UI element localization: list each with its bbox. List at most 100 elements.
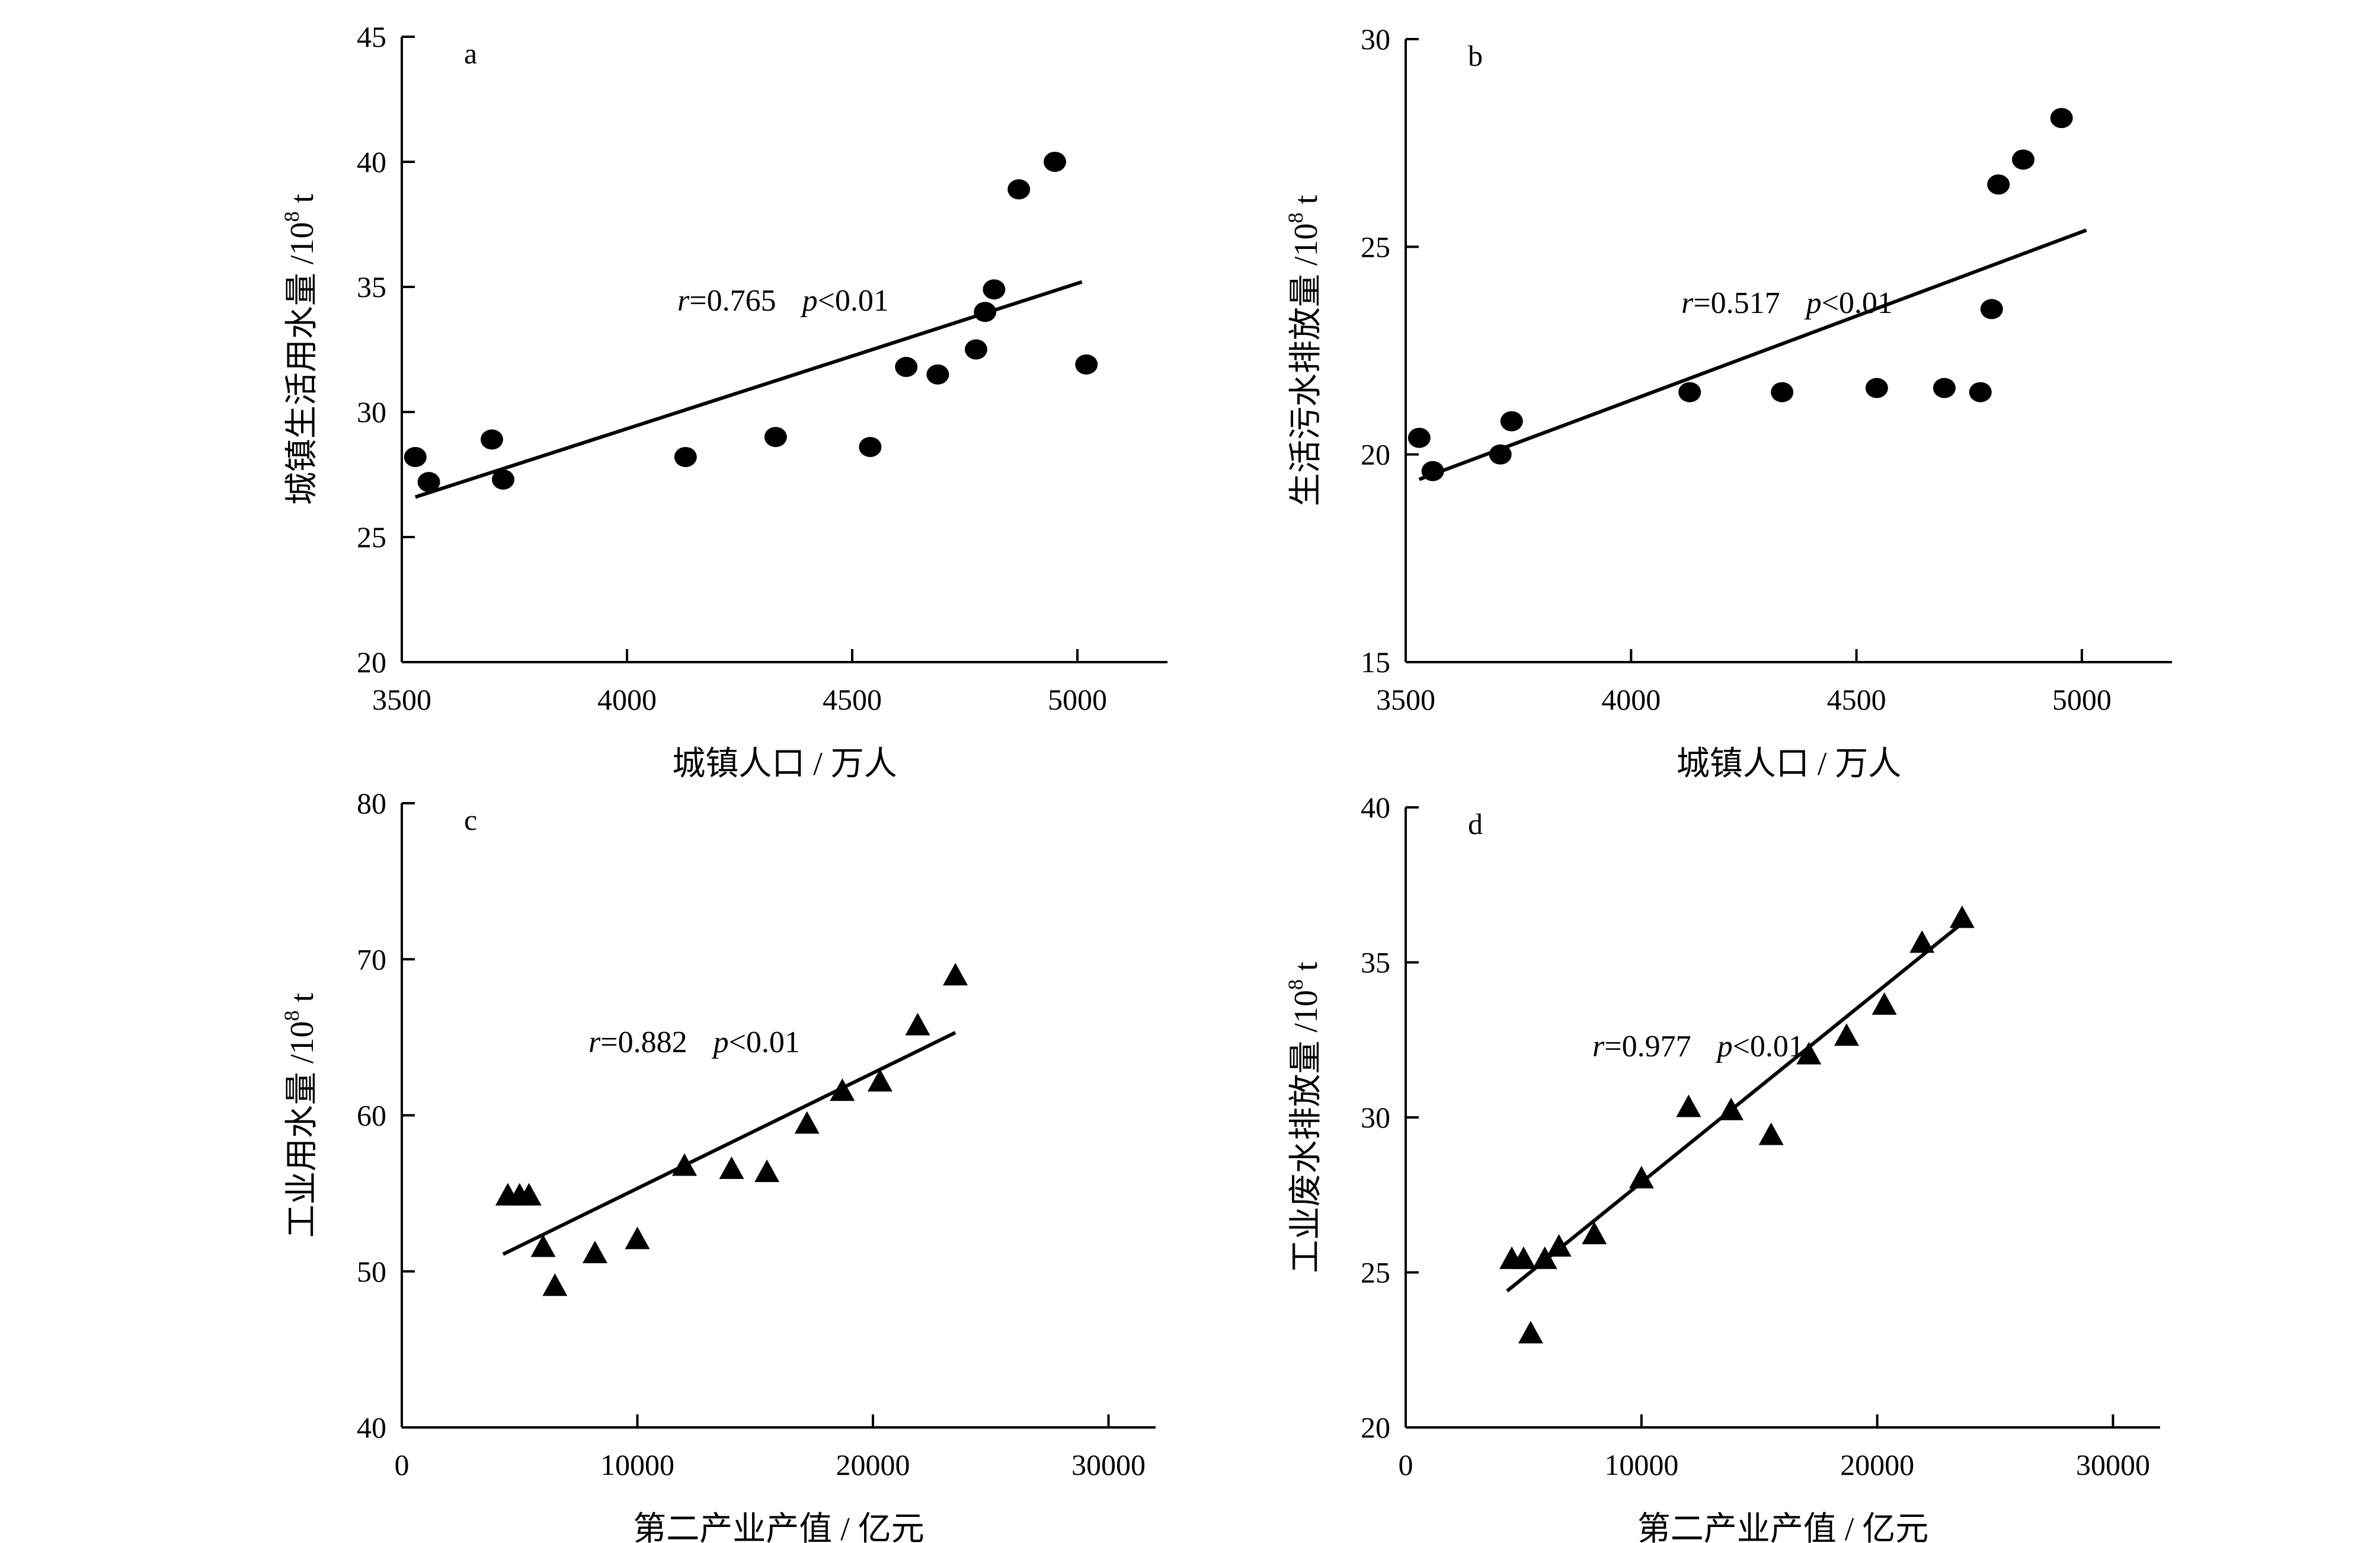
- panel-b: 15 20 25 30 3500 4000 4500 5000 城镇人口 / 万人 生活污水排放量…: [1284, 23, 2172, 782]
- panel-c: 40 50 60 70 80 0 10000 20000 30000 第二产业产值 / 亿元 工业用…: [280, 787, 1156, 1543]
- x-tick-label: 4000: [597, 683, 657, 716]
- y-tick-label: 25: [1361, 1256, 1390, 1289]
- r-symbol: r: [677, 284, 690, 318]
- p-symbol: p: [800, 284, 818, 318]
- p-value: <0.01: [1822, 286, 1893, 320]
- data-point: [1582, 1221, 1607, 1244]
- y-axis-title-unit: t: [284, 993, 321, 1011]
- r-value: =0.517: [1693, 286, 1780, 320]
- x-tick-label: 0: [1399, 1448, 1413, 1481]
- r-symbol: r: [1592, 1030, 1605, 1063]
- x-axis-title: 城镇人口 / 万人: [1677, 746, 1902, 782]
- data-point: [1980, 299, 2003, 320]
- panel-label: c: [464, 803, 477, 836]
- data-point: [1518, 1321, 1543, 1344]
- data-point: [1511, 1246, 1536, 1269]
- data-point: [404, 446, 427, 467]
- regression-line: [414, 280, 1083, 499]
- y-axis-title-exponent: 8: [280, 212, 303, 222]
- data-point: [1629, 1165, 1654, 1189]
- p-value: <0.01: [818, 284, 889, 318]
- data-point: [2012, 149, 2035, 170]
- p-symbol: p: [711, 1026, 729, 1059]
- data-point: [1796, 1042, 1822, 1065]
- data-point: [1044, 152, 1066, 172]
- y-tick-label: 20: [357, 646, 386, 679]
- data-point: [764, 427, 787, 448]
- data-point: [1532, 1246, 1557, 1269]
- data-point: [943, 963, 968, 986]
- y-tick-label: 60: [357, 1099, 386, 1132]
- data-point: [983, 279, 1006, 300]
- r-value: =0.882: [600, 1026, 687, 1059]
- data-point: [1771, 382, 1794, 402]
- p-symbol: p: [1715, 1030, 1733, 1063]
- r-symbol: r: [1681, 286, 1694, 320]
- r-value: =0.977: [1604, 1030, 1691, 1063]
- y-tick-label: 45: [357, 20, 386, 53]
- data-point: [582, 1240, 607, 1263]
- y-axis-title-exponent: 8: [280, 1011, 303, 1021]
- panel-label: a: [464, 37, 477, 70]
- y-axis-title-exponent: 8: [1284, 979, 1307, 990]
- data-point: [754, 1159, 780, 1183]
- correlation-annotation: r=0.517 p<0.01: [1681, 286, 1893, 320]
- y-tick-label: 40: [357, 145, 386, 178]
- data-point: [895, 357, 918, 378]
- x-tick-label: 10000: [600, 1448, 674, 1481]
- data-point: [530, 1234, 556, 1257]
- data-point: [1407, 427, 1431, 448]
- data-point: [1075, 354, 1098, 375]
- y-tick-label: 25: [1361, 230, 1390, 263]
- data-point: [492, 469, 514, 490]
- y-axis-title-main: 工业废水排放量 /10: [1288, 990, 1325, 1273]
- x-tick-label: 30000: [2076, 1448, 2150, 1481]
- data-point: [1421, 461, 1444, 481]
- data-point: [859, 437, 882, 458]
- r-value: =0.765: [689, 284, 776, 318]
- data-point: [2050, 108, 2073, 129]
- data-point: [1489, 444, 1512, 465]
- panel-d: 20 25 30 35 40 0 10000 20000 30000 第二产业产值 / 亿元 工业废…: [1284, 791, 2160, 1543]
- y-axis-title-unit: t: [284, 194, 321, 212]
- data-point: [974, 302, 997, 322]
- data-point: [830, 1078, 855, 1101]
- data-point: [719, 1156, 744, 1179]
- y-tick-label: 50: [357, 1255, 386, 1288]
- r-symbol: r: [588, 1026, 601, 1059]
- data-point: [516, 1183, 542, 1206]
- regression-line: [1418, 228, 2087, 481]
- x-tick-label: 10000: [1604, 1448, 1678, 1481]
- x-axis-title: 城镇人口 / 万人: [672, 746, 897, 782]
- y-tick-label: 80: [357, 787, 386, 820]
- data-point: [867, 1069, 892, 1092]
- data-point: [1758, 1122, 1784, 1145]
- x-tick-label: 20000: [836, 1448, 910, 1481]
- y-tick-label: 30: [1361, 23, 1390, 56]
- correlation-annotation: r=0.765 p<0.01: [677, 284, 889, 318]
- panel-label: d: [1468, 807, 1483, 841]
- y-axis-title: 工业废水排放量 /108 t: [1284, 961, 1325, 1273]
- y-axis-title: 城镇生活用水量 /108 t: [280, 194, 321, 506]
- x-axis-title: 第二产业产值 / 亿元: [633, 1511, 925, 1543]
- data-point: [905, 1012, 930, 1036]
- data-point: [1678, 382, 1701, 402]
- correlation-annotation: r=0.977 p<0.01: [1592, 1030, 1804, 1063]
- x-tick-label: 4000: [1601, 683, 1661, 716]
- panel-a: 20 25 30 35 40 45 3500 4000 4500 5000 城镇人口 / 万人 城镇生…: [280, 20, 1167, 782]
- y-axis-title-main: 城镇生活用水量 /10: [284, 222, 321, 506]
- data-point: [481, 429, 503, 450]
- panel-label: b: [1468, 39, 1483, 72]
- data-point: [1676, 1094, 1701, 1117]
- y-tick-label: 35: [1361, 946, 1390, 979]
- data-point: [625, 1226, 650, 1250]
- y-tick-label: 40: [1361, 791, 1390, 824]
- x-tick-label: 3500: [1376, 683, 1435, 716]
- data-point: [1865, 378, 1888, 398]
- data-point: [1500, 411, 1523, 432]
- y-axis-title-main: 工业用水量 /10: [284, 1021, 321, 1238]
- data-point: [926, 364, 949, 385]
- y-tick-label: 30: [1361, 1101, 1390, 1134]
- y-axis-title: 生活污水排放量 /108 t: [1284, 195, 1325, 507]
